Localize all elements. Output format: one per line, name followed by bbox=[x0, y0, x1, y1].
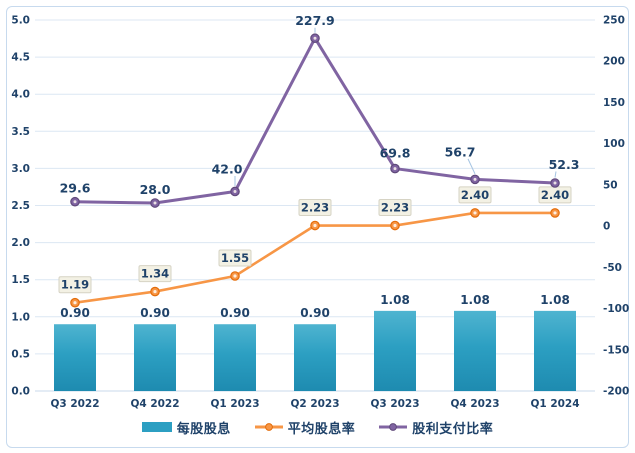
left-axis-tick: 0.0 bbox=[11, 386, 30, 398]
left-axis-tick: 1.0 bbox=[11, 311, 30, 323]
left-axis-tick: 2.0 bbox=[11, 237, 30, 249]
label-leader-line bbox=[554, 171, 557, 178]
bar-value-label: 1.08 bbox=[460, 293, 490, 307]
x-axis-label: Q1 2023 bbox=[210, 398, 259, 410]
bar-q3-2022 bbox=[54, 324, 96, 391]
legend-item-payout-ratio: 股利支付比率 bbox=[379, 418, 493, 437]
avg-yield-label-box bbox=[58, 276, 92, 294]
right-axis-tick: 0 bbox=[603, 221, 610, 233]
x-axis-label: Q4 2023 bbox=[450, 398, 499, 410]
bar-value-label: 0.90 bbox=[140, 306, 170, 320]
x-axis-label: Q4 2022 bbox=[130, 398, 179, 410]
line-marker-swatch-icon bbox=[379, 423, 408, 431]
avg-yield-label: 2.23 bbox=[381, 201, 409, 215]
line-marker-swatch-icon bbox=[254, 423, 283, 431]
avg-yield-label-box bbox=[378, 199, 412, 217]
avg-yield-point-center bbox=[73, 301, 77, 305]
avg-yield-point-center bbox=[153, 289, 157, 294]
legend-label-payout-ratio: 股利支付比率 bbox=[412, 421, 494, 437]
right-axis-tick: -200 bbox=[603, 386, 629, 398]
payout-ratio-label: 56.7 bbox=[445, 144, 476, 159]
payout-ratio-point-center bbox=[393, 167, 397, 171]
payout-ratio-point-center bbox=[553, 181, 557, 185]
left-axis-tick: 3.5 bbox=[11, 126, 30, 138]
right-axis-tick: -50 bbox=[603, 262, 622, 274]
x-axis-label: Q3 2022 bbox=[50, 398, 99, 410]
avg-yield-label-box bbox=[298, 199, 332, 217]
bar-q3-2023 bbox=[374, 310, 416, 391]
payout-ratio-point-center bbox=[473, 177, 477, 181]
bar-q2-2023 bbox=[294, 324, 336, 391]
avg-yield-label-box bbox=[458, 186, 492, 204]
right-axis-tick: 200 bbox=[603, 56, 625, 68]
bar-value-label: 0.90 bbox=[60, 306, 90, 320]
bar-value-label: 0.90 bbox=[220, 306, 250, 320]
right-axis-tick: 100 bbox=[603, 138, 625, 150]
chart-legend: 每股股息 平均股息率 股利支付比率 bbox=[0, 414, 635, 440]
payout-ratio-label: 29.6 bbox=[60, 181, 91, 196]
right-axis-tick: 250 bbox=[603, 15, 625, 27]
legend-label-avg-dividend-yield: 平均股息率 bbox=[287, 421, 356, 437]
avg-yield-label: 1.55 bbox=[221, 251, 249, 265]
left-axis-tick: 2.5 bbox=[11, 200, 30, 212]
left-axis-tick: 0.5 bbox=[11, 348, 30, 360]
bar-value-label: 0.90 bbox=[300, 306, 330, 320]
avg-yield-label-box bbox=[218, 249, 252, 267]
bar-value-label: 1.08 bbox=[380, 293, 410, 307]
avg-yield-point-center bbox=[313, 223, 317, 228]
payout-ratio-label: 42.0 bbox=[212, 161, 243, 176]
avg-yield-label: 2.40 bbox=[461, 188, 489, 202]
legend-label-dividend-per-share: 每股股息 bbox=[176, 421, 231, 437]
right-axis-tick: 150 bbox=[603, 97, 625, 109]
payout-ratio-label: 227.9 bbox=[295, 13, 335, 28]
left-axis-tick: 1.5 bbox=[11, 274, 30, 286]
avg-yield-point-center bbox=[233, 274, 237, 278]
x-axis-label: Q3 2023 bbox=[370, 398, 419, 410]
left-axis-tick: 3.0 bbox=[11, 163, 30, 175]
right-axis-tick: 50 bbox=[603, 179, 618, 191]
payout-ratio-point-center bbox=[153, 201, 157, 205]
left-axis-tick: 4.0 bbox=[11, 89, 30, 101]
legend-payout-dot bbox=[389, 423, 398, 431]
x-axis-label: Q2 2023 bbox=[290, 398, 339, 410]
left-axis-tick: 4.5 bbox=[11, 52, 30, 64]
x-axis-label: Q1 2024 bbox=[530, 398, 579, 410]
payout-ratio-label: 69.8 bbox=[380, 146, 411, 161]
avg-yield-label: 1.19 bbox=[61, 278, 89, 292]
avg-yield-point-center bbox=[393, 223, 397, 228]
avg-yield-label: 2.23 bbox=[301, 201, 329, 215]
bar-q4-2022 bbox=[134, 324, 176, 391]
payout-ratio-point-center bbox=[73, 200, 77, 204]
right-axis-tick: -150 bbox=[603, 344, 629, 356]
avg-yield-point-center bbox=[553, 211, 557, 215]
avg-yield-point-center bbox=[473, 211, 477, 215]
bar-swatch-icon bbox=[141, 422, 172, 432]
payout-ratio-point-center bbox=[233, 189, 237, 193]
payout-ratio-line bbox=[74, 36, 556, 205]
legend-item-dividend-per-share: 每股股息 bbox=[141, 418, 231, 437]
legend-item-avg-dividend-yield: 平均股息率 bbox=[254, 418, 356, 437]
avg-yield-label: 2.40 bbox=[541, 188, 569, 202]
legend-bar-swatch bbox=[141, 422, 172, 432]
left-axis-tick: 5.0 bbox=[11, 15, 30, 27]
legend-yield-dot bbox=[264, 423, 273, 431]
payout-ratio-point-center bbox=[313, 36, 317, 40]
avg-yield-label-box bbox=[138, 265, 172, 283]
bar-value-label: 1.08 bbox=[540, 293, 570, 307]
avg-yield-label: 1.34 bbox=[141, 267, 169, 281]
label-leader-line bbox=[467, 158, 476, 175]
bar-q4-2023 bbox=[454, 310, 496, 391]
bar-q1-2023 bbox=[214, 324, 256, 391]
right-axis-tick: -100 bbox=[603, 303, 629, 315]
payout-ratio-label: 52.3 bbox=[549, 157, 580, 172]
payout-ratio-label: 28.0 bbox=[140, 182, 171, 197]
bar-q1-2024 bbox=[534, 310, 576, 391]
